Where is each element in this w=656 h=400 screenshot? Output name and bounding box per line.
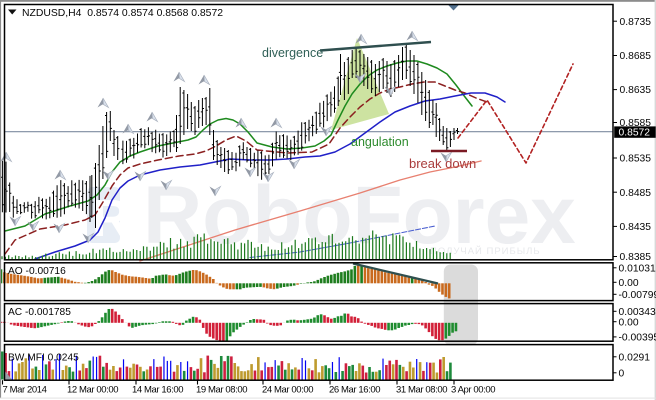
svg-text:12 Mar 00:00: 12 Mar 00:00 <box>67 385 118 396</box>
svg-text:19 Mar 08:00: 19 Mar 08:00 <box>196 385 247 396</box>
svg-text:0.00: 0.00 <box>619 317 639 328</box>
svg-text:break down: break down <box>409 156 476 171</box>
svg-text:BW MFI 0.0245: BW MFI 0.0245 <box>8 352 79 363</box>
svg-text:0.01031: 0.01031 <box>619 263 656 274</box>
svg-text:0.8435: 0.8435 <box>620 222 652 233</box>
svg-text:ПОЛУЧАЙ ПРИБЫЛЬ: ПОЛУЧАЙ ПРИБЫЛЬ <box>430 245 541 257</box>
svg-text:divergence: divergence <box>262 46 323 60</box>
svg-text:0.8635: 0.8635 <box>620 85 652 96</box>
svg-text:0.003439: 0.003439 <box>619 307 656 318</box>
svg-text:0.8385: 0.8385 <box>620 252 652 263</box>
svg-text:7 Mar 2014: 7 Mar 2014 <box>3 385 47 396</box>
svg-text:0.8535: 0.8535 <box>620 154 652 165</box>
svg-text:0: 0 <box>619 368 625 379</box>
svg-text:0.8685: 0.8685 <box>620 51 652 62</box>
svg-text:R: R <box>92 190 130 248</box>
svg-text:0.8572: 0.8572 <box>619 128 651 139</box>
svg-text:NZDUSD,H4 0.8574 0.8574 0.856: NZDUSD,H4 0.8574 0.8574 0.8568 0.8572 <box>22 8 223 19</box>
svg-text:0.8735: 0.8735 <box>620 17 652 28</box>
svg-text:0.8585: 0.8585 <box>620 118 652 129</box>
svg-text:0.00: 0.00 <box>619 278 639 289</box>
svg-text:-0.00395: -0.00395 <box>619 333 656 344</box>
svg-text:31 Mar 08:00: 31 Mar 08:00 <box>396 385 447 396</box>
svg-text:0.8485: 0.8485 <box>620 188 652 199</box>
svg-text:14 Mar 16:00: 14 Mar 16:00 <box>132 385 183 396</box>
svg-text:angulation: angulation <box>351 135 409 149</box>
svg-text:26 Mar 16:00: 26 Mar 16:00 <box>329 385 380 396</box>
svg-text:AO -0.00716: AO -0.00716 <box>8 266 66 277</box>
svg-text:-0.00799: -0.00799 <box>619 290 656 301</box>
svg-text:0.0291: 0.0291 <box>619 352 651 363</box>
svg-text:AC -0.001785: AC -0.001785 <box>8 307 71 318</box>
svg-text:3 Apr 00:00: 3 Apr 00:00 <box>451 385 495 396</box>
svg-text:24 Mar 00:00: 24 Mar 00:00 <box>262 385 313 396</box>
